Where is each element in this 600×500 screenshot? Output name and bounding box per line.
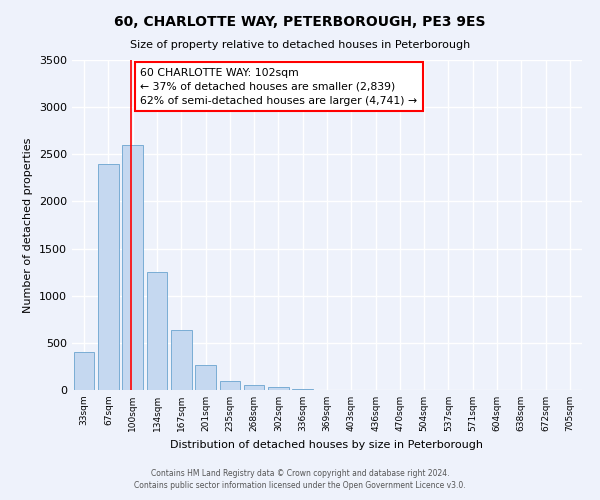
Text: Contains HM Land Registry data © Crown copyright and database right 2024.
Contai: Contains HM Land Registry data © Crown c… (134, 468, 466, 490)
X-axis label: Distribution of detached houses by size in Peterborough: Distribution of detached houses by size … (170, 440, 484, 450)
Bar (122, 145, 143, 390)
Bar (220, 380, 240, 390)
Bar (195, 366, 216, 390)
Bar (171, 330, 191, 390)
Bar (146, 272, 167, 390)
Bar (268, 387, 289, 390)
Y-axis label: Number of detached properties: Number of detached properties (23, 138, 34, 312)
Text: 60, CHARLOTTE WAY, PETERBOROUGH, PE3 9ES: 60, CHARLOTTE WAY, PETERBOROUGH, PE3 9ES (114, 15, 486, 29)
Text: Size of property relative to detached houses in Peterborough: Size of property relative to detached ho… (130, 40, 470, 50)
Bar (292, 389, 313, 390)
Bar (98, 164, 119, 390)
Bar (244, 385, 265, 390)
Bar (74, 352, 94, 390)
Text: 60 CHARLOTTE WAY: 102sqm
← 37% of detached houses are smaller (2,839)
62% of sem: 60 CHARLOTTE WAY: 102sqm ← 37% of detach… (140, 68, 417, 106)
